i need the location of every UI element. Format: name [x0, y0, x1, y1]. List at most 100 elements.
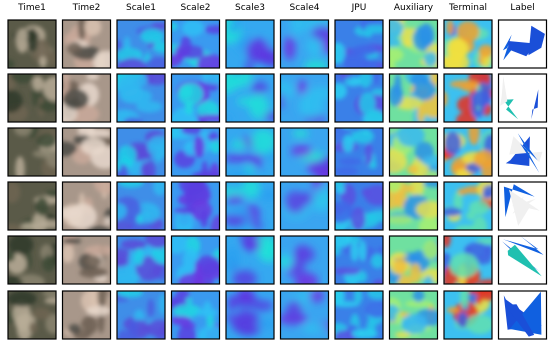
- cell-texture: [8, 291, 56, 339]
- texture-blob: [246, 38, 270, 63]
- cell-content: [117, 74, 165, 122]
- cell-texture: [226, 236, 274, 284]
- cell-border: [334, 290, 384, 340]
- texture-blob: [159, 293, 165, 316]
- cell-border: [225, 235, 275, 285]
- texture-blob: [118, 182, 144, 188]
- cell-border: [443, 127, 493, 177]
- image-cell: [443, 235, 493, 285]
- cell-border: [443, 73, 493, 123]
- image-cell: [497, 127, 548, 177]
- cell-border: [61, 290, 112, 340]
- texture-blob: [370, 253, 383, 269]
- texture-blob: [314, 170, 329, 176]
- texture-blob: [477, 279, 492, 284]
- texture-blob: [117, 75, 141, 97]
- texture-blob: [226, 246, 241, 272]
- cell-content: [280, 291, 329, 339]
- texture-blob: [466, 314, 492, 334]
- texture-blob: [151, 244, 165, 265]
- texture-blob: [171, 297, 179, 310]
- texture-blob: [84, 20, 102, 36]
- texture-blob: [8, 59, 15, 68]
- texture-blob: [371, 88, 383, 96]
- texture-blob: [457, 188, 468, 196]
- texture-blob: [468, 200, 489, 216]
- texture-blob: [446, 307, 460, 314]
- image-cell: [388, 73, 439, 123]
- texture-blob: [449, 252, 479, 278]
- cell-content: [280, 236, 329, 284]
- cell-texture: [8, 236, 56, 284]
- cell-texture: [226, 182, 274, 230]
- cell-texture: [505, 133, 543, 173]
- cell-border: [116, 19, 166, 69]
- cell-content: [62, 182, 111, 230]
- column-header: Scale2: [181, 3, 211, 13]
- texture-blob: [353, 291, 363, 304]
- texture-blob: [302, 322, 328, 334]
- texture-blob: [232, 270, 258, 284]
- cell-texture: [389, 291, 438, 339]
- image-cell: [334, 73, 384, 123]
- texture-blob: [335, 42, 346, 65]
- texture-blob: [418, 23, 435, 48]
- image-cell: [388, 181, 439, 231]
- cell-border: [225, 19, 275, 69]
- texture-blob: [20, 222, 39, 230]
- cell-content: [335, 291, 383, 339]
- cell-texture: [281, 182, 329, 220]
- texture-blob: [194, 263, 203, 284]
- texture-blob: [253, 222, 264, 230]
- texture-blob: [117, 203, 127, 220]
- texture-blob: [393, 257, 407, 275]
- texture-blob: [335, 182, 345, 188]
- cell-border: [497, 235, 548, 285]
- texture-blob: [171, 22, 178, 31]
- image-cell: [170, 290, 221, 340]
- texture-blob: [361, 187, 372, 197]
- texture-blob: [15, 28, 29, 53]
- texture-blob: [82, 255, 102, 268]
- texture-blob: [84, 245, 111, 256]
- texture-blob: [226, 115, 232, 122]
- cell-texture: [117, 130, 165, 176]
- texture-blob: [210, 140, 220, 154]
- cell-content: [444, 128, 492, 176]
- texture-blob: [472, 216, 488, 230]
- texture-blob: [280, 80, 296, 101]
- texture-blob: [389, 182, 402, 193]
- image-cell: [443, 290, 493, 340]
- cell-border: [61, 181, 112, 231]
- image-cell: [7, 181, 57, 231]
- image-cell: [443, 19, 493, 69]
- texture-blob: [179, 45, 205, 60]
- cell-border: [116, 235, 166, 285]
- cell-border: [279, 235, 330, 285]
- texture-blob: [25, 251, 32, 269]
- texture-blob: [128, 250, 136, 269]
- cell-content: [280, 20, 329, 68]
- texture-blob: [79, 267, 108, 278]
- texture-blob: [152, 41, 165, 53]
- cell-texture: [283, 20, 329, 68]
- cell-border: [170, 19, 221, 69]
- cell-texture: [117, 22, 165, 68]
- texture-blob: [226, 170, 254, 176]
- cell-texture: [280, 80, 329, 122]
- texture-blob: [62, 244, 75, 263]
- cell-content: [8, 236, 56, 284]
- cell-content: [335, 182, 383, 230]
- cell-content: [389, 291, 438, 339]
- texture-blob: [62, 74, 70, 96]
- label-region: [504, 304, 535, 337]
- texture-blob: [226, 314, 235, 322]
- cell-border: [116, 181, 166, 231]
- cell-border: [225, 127, 275, 177]
- texture-blob: [395, 331, 411, 339]
- cell-texture: [389, 182, 438, 230]
- texture-blob: [67, 41, 82, 55]
- cell-border: [443, 290, 493, 340]
- texture-blob: [292, 245, 315, 264]
- image-cell: [279, 127, 330, 177]
